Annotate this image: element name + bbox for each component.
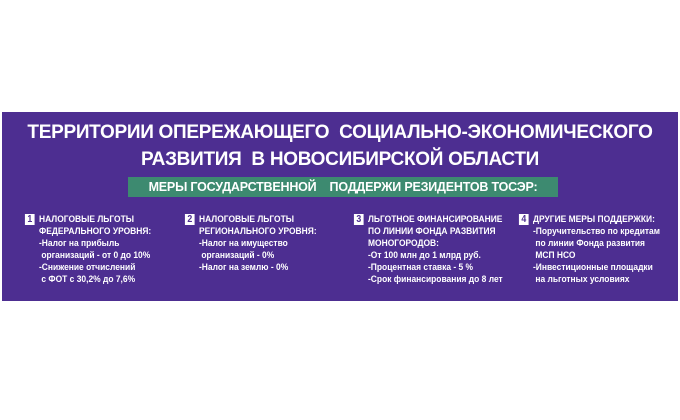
number-badge: 4	[518, 214, 529, 225]
column-item-line: -Срок финансирования до 8 лет	[368, 274, 503, 285]
column-item-line: -Процентная ставка - 5 %	[368, 262, 474, 273]
column-heading-line: НАЛОГОВЫЕ ЛЬГОТЫ	[199, 214, 295, 225]
column-item-line: на льготных условиях	[533, 274, 630, 285]
subtitle-bar: МЕРЫ ГОСУДАРСТВЕННОЙ ПОДДЕРЖИ РЕЗИДЕНТОВ…	[128, 177, 558, 197]
column-item-line: -Поручительство по кредитам	[533, 226, 660, 237]
column-item-line: с ФОТ с 30,2% до 7,6%	[39, 274, 136, 285]
column-heading-line: РЕГИОНАЛЬНОГО УРОВНЯ:	[199, 226, 317, 237]
number-badge: 3	[353, 214, 364, 225]
banner-title-line-2: РАЗВИТИЯ В НОВОСИБИРСКОЙ ОБЛАСТИ	[140, 149, 540, 170]
column-item-line: -Налог на землю - 0%	[199, 262, 289, 273]
column-item-line: -Налог на прибыль	[39, 238, 120, 249]
support-measure-column: 3 ЛЬГОТНОЕ ФИНАНСИРОВАНИЕ ПО ЛИНИИ ФОНДА Р…	[353, 214, 503, 286]
support-measure-column: 2 НАЛОГОВЫЕ ЛЬГОТЫ РЕГИОНАЛЬНОГО УРОВНЯ: -Н…	[184, 214, 317, 274]
column-item-line: организаций - 0%	[199, 250, 275, 261]
support-measure-column: 4 ДРУГИЕ МЕРЫ ПОДДЕРЖКИ: -Поручительство п…	[518, 214, 660, 286]
number-badge: 2	[184, 214, 195, 225]
column-item-line: МСП НСО	[533, 250, 576, 261]
column-heading-line: МОНОГОРОДОВ:	[368, 238, 439, 249]
banner-title-line-1: ТЕРРИТОРИИ ОПЕРЕЖАЮЩЕГО СОЦИАЛЬНО-ЭКОНОМ…	[27, 122, 653, 143]
column-item-line: -От 100 млн до 1 млрд руб.	[368, 250, 481, 261]
support-measure-column: 1 НАЛОГОВЫЕ ЛЬГОТЫ ФЕДЕРАЛЬНОГО УРОВНЯ: -На…	[24, 214, 152, 286]
column-heading-line: ПО ЛИНИИ ФОНДА РАЗВИТИЯ	[368, 226, 496, 237]
column-heading-line: ЛЬГОТНОЕ ФИНАНСИРОВАНИЕ	[368, 214, 503, 225]
column-item-line: -Налог на имущество	[199, 238, 288, 249]
column-heading-line: НАЛОГОВЫЕ ЛЬГОТЫ	[39, 214, 135, 225]
column-item-line: организаций - от 0 до 10%	[39, 250, 151, 261]
column-item-line: -Инвестиционные площадки	[533, 262, 653, 273]
column-heading-line: ДРУГИЕ МЕРЫ ПОДДЕРЖКИ:	[533, 214, 655, 225]
number-badge: 1	[24, 214, 35, 225]
column-heading-line: ФЕДЕРАЛЬНОГО УРОВНЯ:	[39, 226, 152, 237]
column-item-line: по линии Фонда развития	[533, 238, 645, 249]
column-item-line: -Снижение отчислений	[39, 262, 136, 273]
tosер-banner: ТЕРРИТОРИИ ОПЕРЕЖАЮЩЕГО СОЦИАЛЬНО-ЭКОНОМ…	[2, 112, 678, 301]
